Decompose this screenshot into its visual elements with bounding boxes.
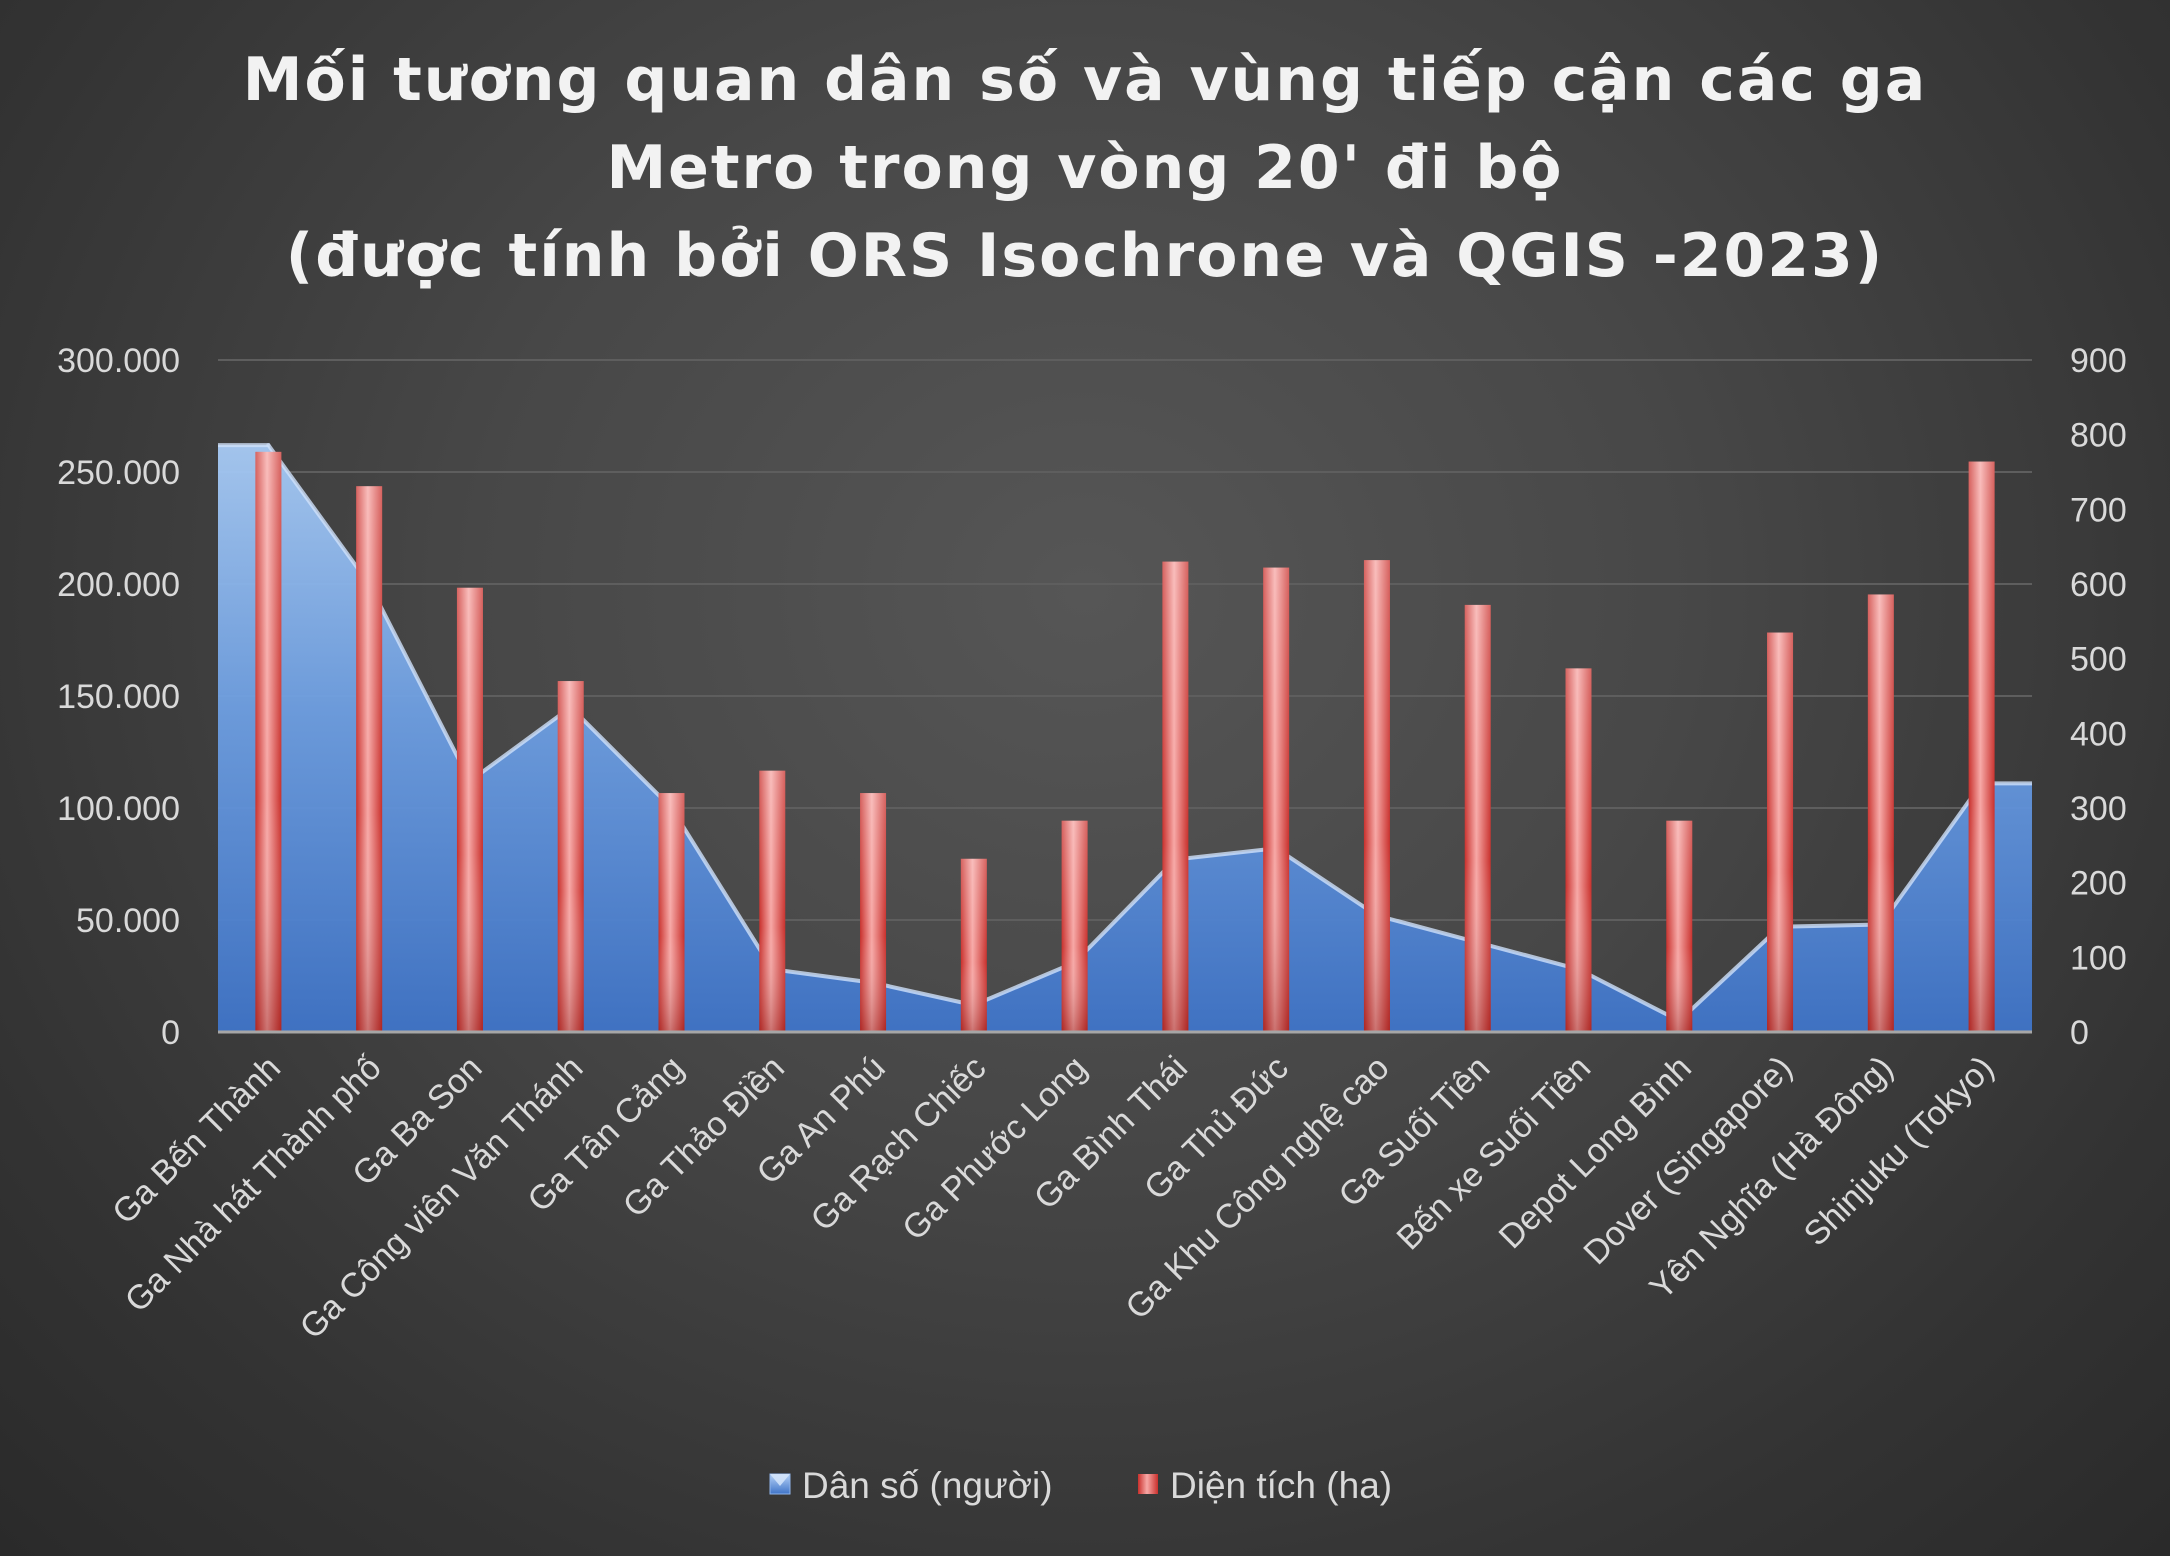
left-axis-tick-label: 100.000 [57,790,180,828]
legend-swatch-area [1138,1474,1158,1494]
right-axis-tick-label: 800 [2070,417,2127,455]
area-bar [1968,461,1995,1033]
area-bar-shade [255,451,282,1033]
legend: Dân số (người) Diện tích (ha) [769,1465,1392,1506]
left-axis-tick-label: 200.000 [57,566,180,604]
right-axis-tick-label: 900 [2070,342,2127,380]
area-bar [1263,567,1290,1032]
left-axis-tick-label: 150.000 [57,678,180,716]
legend-label-population: Dân số (người) [802,1465,1053,1506]
x-axis-category-label: Shinjuku (Tokyo) [1797,1049,2002,1254]
right-axis-tick-label: 600 [2070,566,2127,604]
area-bar [1565,668,1592,1032]
area-bar [960,858,987,1032]
population-area-series [218,443,2032,1032]
legend-swatch-population-notch [770,1474,790,1486]
area-bar-shade [1363,560,1390,1032]
population-point [266,443,271,448]
chart-title-line-1: Mối tương quan dân số và vùng tiếp cận c… [243,45,1927,115]
area-bar-shade [1061,820,1088,1032]
chart-title-line-2: Metro trong vòng 20' đi bộ [606,133,1563,203]
right-axis-tick-label: 100 [2070,939,2127,977]
area-bar [1867,594,1894,1032]
area-bar [557,681,584,1032]
area-bar-shade [1867,594,1894,1032]
chart-title: Mối tương quan dân số và vùng tiếp cận c… [243,45,1927,291]
area-bar-shade [759,770,786,1032]
area-bar-shade [860,793,887,1032]
area-bar-shade [658,793,685,1032]
area-bar [456,587,483,1032]
left-y-axis-ticks: 0 50.000 100.000 150.000 200.000 250.000 300.0… [57,342,180,1052]
left-axis-tick-label: 50.000 [76,902,180,940]
right-y-axis-ticks: 0 100 200 300 400 500 600 700 800 900 [2070,342,2127,1052]
right-axis-tick-label: 500 [2070,641,2127,679]
area-bar [1061,820,1088,1032]
x-axis-category-label: Ga Bến Thành [105,1049,288,1232]
area-bar-shade [1767,632,1794,1032]
area-bar-shade [1968,461,1995,1033]
right-axis-tick-label: 300 [2070,790,2127,828]
area-bar [1464,604,1491,1032]
right-axis-tick-label: 200 [2070,865,2127,903]
right-axis-tick-label: 0 [2070,1014,2089,1052]
legend-item-area: Diện tích (ha) [1138,1465,1392,1506]
area-bar [658,793,685,1032]
x-axis-category-label: Ga Rạch Chiếc [804,1049,994,1239]
left-axis-tick-label: 300.000 [57,342,180,380]
area-bar-shade [960,858,987,1032]
left-axis-tick-label: 250.000 [57,454,180,492]
area-bar-shade [456,587,483,1032]
area-bar-shade [356,486,383,1033]
legend-item-population: Dân số (người) [769,1465,1053,1506]
area-ha-bar-series [255,451,1995,1033]
area-bar-shade [1565,668,1592,1032]
area-bar-shade [1263,567,1290,1032]
right-axis-tick-label: 700 [2070,491,2127,529]
right-axis-tick-label: 400 [2070,715,2127,753]
area-bar [1363,560,1390,1032]
area-bar [356,486,383,1033]
area-bar [1767,632,1794,1032]
area-bar-shade [1464,604,1491,1032]
area-bar [1666,820,1693,1032]
left-axis-tick-label: 0 [161,1014,180,1052]
x-axis-category-label: Ga Phước Long [895,1049,1094,1248]
area-bar [860,793,887,1032]
population-area-edge [218,443,2032,1024]
legend-label-area: Diện tích (ha) [1170,1465,1392,1506]
area-bar [255,451,282,1033]
area-bar [1162,561,1189,1032]
chart-title-line-3: (được tính bởi ORS Isochrone và QGIS -20… [286,221,1884,291]
area-bar-shade [557,681,584,1032]
area-bar [759,770,786,1032]
area-bar-shade [1666,820,1693,1032]
area-bar-shade [1162,561,1189,1032]
